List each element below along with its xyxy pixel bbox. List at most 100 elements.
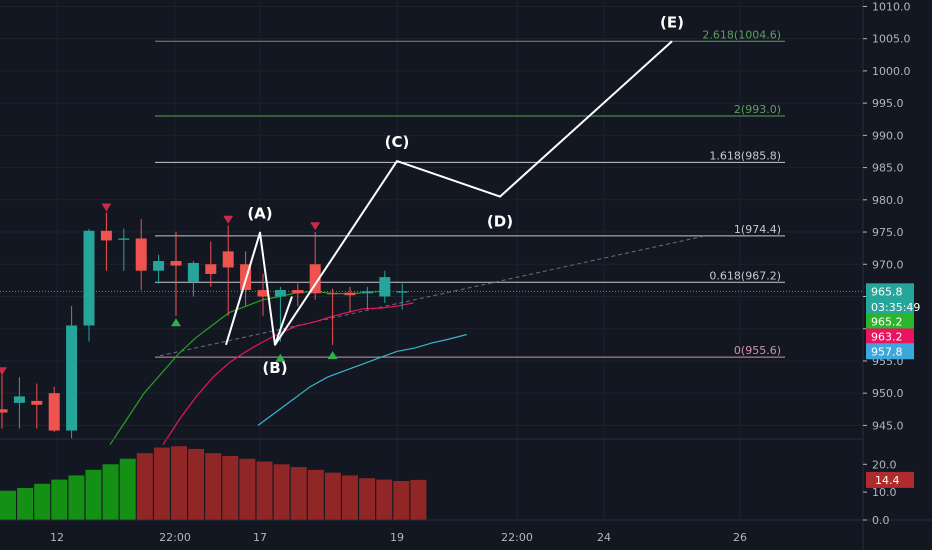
wave-label-d: (D)	[487, 213, 513, 231]
volume-badge-value: 14.4	[875, 474, 900, 487]
candle-body[interactable]	[187, 262, 199, 282]
sell-signal-icon	[223, 215, 234, 224]
time-tick-label: 17	[253, 531, 267, 544]
candle-body[interactable]	[153, 261, 165, 271]
price-badge	[866, 343, 914, 360]
price-tick-label: 1010.0	[872, 0, 911, 13]
candle-body[interactable]	[118, 238, 130, 240]
sell-signal-icon	[101, 203, 112, 212]
buy-signal-icon	[171, 318, 181, 327]
volume-badge	[866, 471, 914, 488]
wave-path-segment[interactable]	[274, 296, 293, 346]
fibonacci-extension[interactable]: 2.618(1004.6) 2(993.0) 1.618(985.8) 1(974.4…	[155, 28, 785, 358]
candle-body[interactable]	[13, 396, 25, 403]
volume-bar[interactable]	[410, 479, 427, 520]
volume-bar[interactable]	[342, 475, 358, 520]
wave-path[interactable]	[225, 40, 673, 346]
volume-bar[interactable]	[324, 472, 341, 520]
fib-level-label: 2(993.0)	[734, 103, 781, 116]
volume-bar[interactable]	[205, 453, 222, 520]
wave-label-e: (E)	[660, 13, 684, 31]
time-tick-label: 19	[390, 531, 404, 544]
volume-bar[interactable]	[68, 475, 85, 520]
volume-pane[interactable]	[0, 438, 863, 521]
buy-signal-icon	[275, 353, 286, 362]
candle-body[interactable]	[274, 290, 286, 297]
price-tick-label: 990.0	[872, 129, 904, 142]
volume-bar[interactable]	[222, 455, 239, 520]
candle-body[interactable]	[205, 264, 217, 274]
price-badge-value: 03:35:49	[871, 301, 920, 314]
time-tick-label: 26	[733, 531, 747, 544]
wave-drawing[interactable]: (A) (B) (C) (D) (E)	[225, 13, 684, 377]
volume-bar[interactable]	[307, 469, 324, 520]
candle-body[interactable]	[100, 230, 112, 241]
price-badge	[866, 313, 914, 330]
volume-bar[interactable]	[393, 481, 410, 520]
fib-level-label: 1(974.4)	[734, 223, 781, 236]
volume-bar[interactable]	[290, 467, 307, 520]
fib-level-label: 0(955.6)	[734, 344, 781, 357]
volume-bar[interactable]	[102, 464, 119, 520]
volume-bar[interactable]	[136, 453, 153, 520]
candle-body[interactable]	[222, 251, 234, 268]
volume-bar[interactable]	[85, 469, 102, 520]
fib-level-label: 2.618(1004.6)	[702, 28, 781, 41]
volume-bar[interactable]	[153, 447, 170, 520]
volume-bar[interactable]	[119, 458, 136, 520]
candlesticks[interactable]	[0, 212, 408, 439]
volume-bar[interactable]	[188, 448, 205, 520]
price-badge	[866, 328, 914, 345]
volume-bar[interactable]	[171, 446, 187, 520]
volume-bar[interactable]	[273, 464, 290, 520]
candle-body[interactable]	[292, 290, 304, 294]
time-tick-label: 12	[50, 531, 64, 544]
volume-bar[interactable]	[239, 458, 256, 520]
ma-cyan-line	[257, 333, 467, 426]
candle-body[interactable]	[48, 393, 60, 431]
volume-bar[interactable]	[376, 479, 393, 520]
volume-tick-label: 20.0	[872, 458, 897, 471]
price-tick-label: 980.0	[872, 194, 904, 207]
volume-bar[interactable]	[0, 490, 16, 520]
sell-signal-icon	[310, 222, 321, 231]
price-tick-label: 1000.0	[872, 65, 911, 78]
candle-body[interactable]	[327, 293, 339, 295]
candle-body[interactable]	[257, 290, 269, 297]
sell-signal-icon	[0, 367, 7, 376]
candle-body[interactable]	[135, 238, 147, 271]
time-tick-label: 22:00	[159, 531, 191, 544]
candle-body[interactable]	[396, 291, 408, 293]
candle-body[interactable]	[66, 325, 78, 431]
price-tick-label: 985.0	[872, 162, 904, 175]
candle-body[interactable]	[83, 230, 95, 326]
volume-bar[interactable]	[359, 478, 376, 520]
candle-body[interactable]	[379, 277, 391, 297]
price-tick-label: 970.0	[872, 258, 904, 271]
price-badge-value: 965.8	[871, 285, 903, 298]
wave-label-c: (C)	[385, 133, 410, 151]
candle-body[interactable]	[31, 400, 43, 405]
volume-bar[interactable]	[256, 461, 273, 521]
candle-body[interactable]	[170, 261, 182, 266]
volume-bar[interactable]	[17, 487, 34, 520]
price-badge-value: 957.8	[871, 345, 903, 358]
candle-body[interactable]	[361, 291, 373, 294]
price-tick-label: 995.0	[872, 97, 904, 110]
wave-label-b: (B)	[262, 359, 287, 377]
price-badge-value: 965.2	[871, 316, 903, 329]
price-tick-label: 950.0	[872, 387, 904, 400]
volume-bar[interactable]	[34, 483, 51, 520]
price-tick-label: 945.0	[872, 419, 904, 432]
buy-signal-icon	[327, 351, 338, 360]
volume-bar[interactable]	[51, 479, 68, 520]
price-badge	[866, 283, 914, 300]
candle-body[interactable]	[344, 292, 356, 296]
candle-body[interactable]	[309, 264, 321, 294]
trend-line-dashed[interactable]	[159, 235, 706, 357]
wave-label-a: (A)	[247, 205, 272, 223]
price-axis-background	[863, 0, 932, 550]
candle-body[interactable]	[0, 409, 8, 413]
